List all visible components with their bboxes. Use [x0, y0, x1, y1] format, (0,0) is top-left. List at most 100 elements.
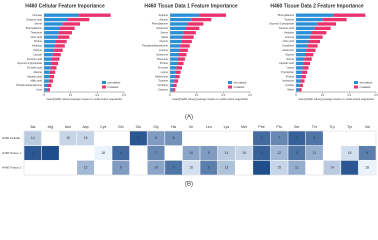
bar [183, 31, 196, 35]
cell-label: 13 [225, 166, 229, 170]
bar [296, 39, 309, 44]
bar [309, 35, 323, 39]
heat-cell [270, 160, 288, 175]
heat-cell [305, 131, 323, 146]
y-tick-label: Valine [287, 87, 295, 91]
column-label: Phe [258, 125, 264, 129]
legend-label: simulated [108, 80, 121, 84]
x-tick-label: 0.3 [248, 93, 252, 97]
heat-cell [200, 160, 218, 175]
legend-swatch [228, 85, 232, 89]
x-axis-label: mean(|SHAP value|) (average impact on mo… [298, 97, 374, 101]
bar [170, 83, 174, 88]
cell-label: 7 [278, 136, 280, 140]
y-tick-label: Fructose [158, 66, 169, 70]
panel-label: (A) [185, 115, 193, 121]
y-tick-label: Histidine [32, 44, 43, 48]
heat-cell [94, 145, 112, 161]
cell-label: 10 [189, 151, 193, 155]
bar [174, 79, 178, 83]
bar [44, 39, 56, 44]
bar [296, 31, 312, 35]
bar [52, 53, 61, 57]
cell-label: 6 [366, 151, 368, 155]
bar [170, 88, 173, 92]
chart-title: H460 Tissue Data 2 Feature Importance [270, 3, 363, 9]
bar [177, 61, 184, 66]
bar [170, 79, 175, 83]
bar [170, 74, 176, 79]
row-label: H460 Tissue 2 [2, 165, 22, 169]
x-tick-label: 0 [295, 93, 297, 97]
y-tick-label: Isoleucine [156, 52, 168, 56]
cell-label: 1 [49, 151, 51, 155]
cell-label: 9 [208, 151, 210, 155]
bar [68, 17, 90, 22]
y-tick-label: Proline [34, 39, 43, 43]
bar [176, 66, 182, 70]
bar [60, 26, 75, 31]
bar [44, 13, 79, 17]
bar [170, 48, 180, 52]
heat-cell [182, 160, 200, 175]
bar [44, 17, 68, 22]
y-tick-label: Lysine [161, 70, 169, 74]
y-tick-label: Malic acid [30, 79, 42, 83]
legend-swatch [354, 85, 358, 89]
bar [78, 13, 111, 17]
bar [170, 17, 192, 22]
bar [170, 31, 184, 35]
cell-label: 6 [208, 166, 210, 170]
cell-label: 16 [348, 151, 352, 155]
heat-cell [200, 145, 218, 161]
y-tick-label: Serine [35, 22, 43, 26]
y-tick-label: Serine [287, 57, 295, 61]
cell-label: 4 [120, 151, 122, 155]
x-tick-label: 0.1 [195, 93, 199, 97]
heat-cell [341, 145, 359, 161]
y-tick-label: Glutamic acid [26, 17, 42, 21]
bar [170, 53, 179, 57]
bar [199, 13, 226, 17]
column-label: Asn [65, 125, 71, 129]
y-tick-label: Aspartic acid [279, 61, 294, 65]
legend-swatch [102, 85, 106, 89]
y-tick-label: Serine [161, 30, 169, 34]
bar [314, 26, 331, 31]
cell-label: 18 [365, 166, 369, 170]
heat-cell [358, 145, 376, 161]
bar [186, 26, 200, 31]
heat-cell [77, 160, 95, 175]
y-tick-label: Urea [36, 87, 42, 91]
y-tick-label: Histidine [284, 30, 295, 34]
bar [49, 74, 55, 79]
bar [305, 53, 314, 57]
cell-label: 4 [261, 136, 263, 140]
cell-label: 15 [66, 136, 70, 140]
x-tick-label: 0.2 [222, 93, 226, 97]
legend-label: mutated [108, 85, 119, 89]
bar [180, 44, 190, 48]
bar [191, 17, 212, 22]
bar [48, 79, 54, 83]
x-axis-label: mean(|SHAP value|) (average impact on mo… [172, 97, 248, 101]
cell-label: 2 [137, 136, 139, 140]
y-tick-label: Succinic acid [279, 26, 295, 30]
bar [300, 79, 305, 83]
bar [312, 31, 327, 35]
y-tick-label: Succinic acid [27, 57, 43, 61]
bar [52, 57, 60, 61]
bar [44, 26, 60, 31]
heat-cell [341, 160, 359, 175]
bar [170, 35, 183, 39]
y-tick-label: Creatinine [282, 44, 294, 48]
x-tick-label: 0.3 [374, 93, 378, 97]
y-tick-label: Phenylalanine [278, 13, 295, 17]
heat-cell [288, 145, 306, 161]
heat-cell [323, 160, 341, 175]
bar [172, 88, 176, 92]
heat-cell [253, 131, 271, 146]
figure: (A) (B) H460 Cellular Feature Importance… [2, 3, 378, 187]
column-label: Asp [82, 125, 88, 129]
heat-cell [253, 160, 271, 175]
